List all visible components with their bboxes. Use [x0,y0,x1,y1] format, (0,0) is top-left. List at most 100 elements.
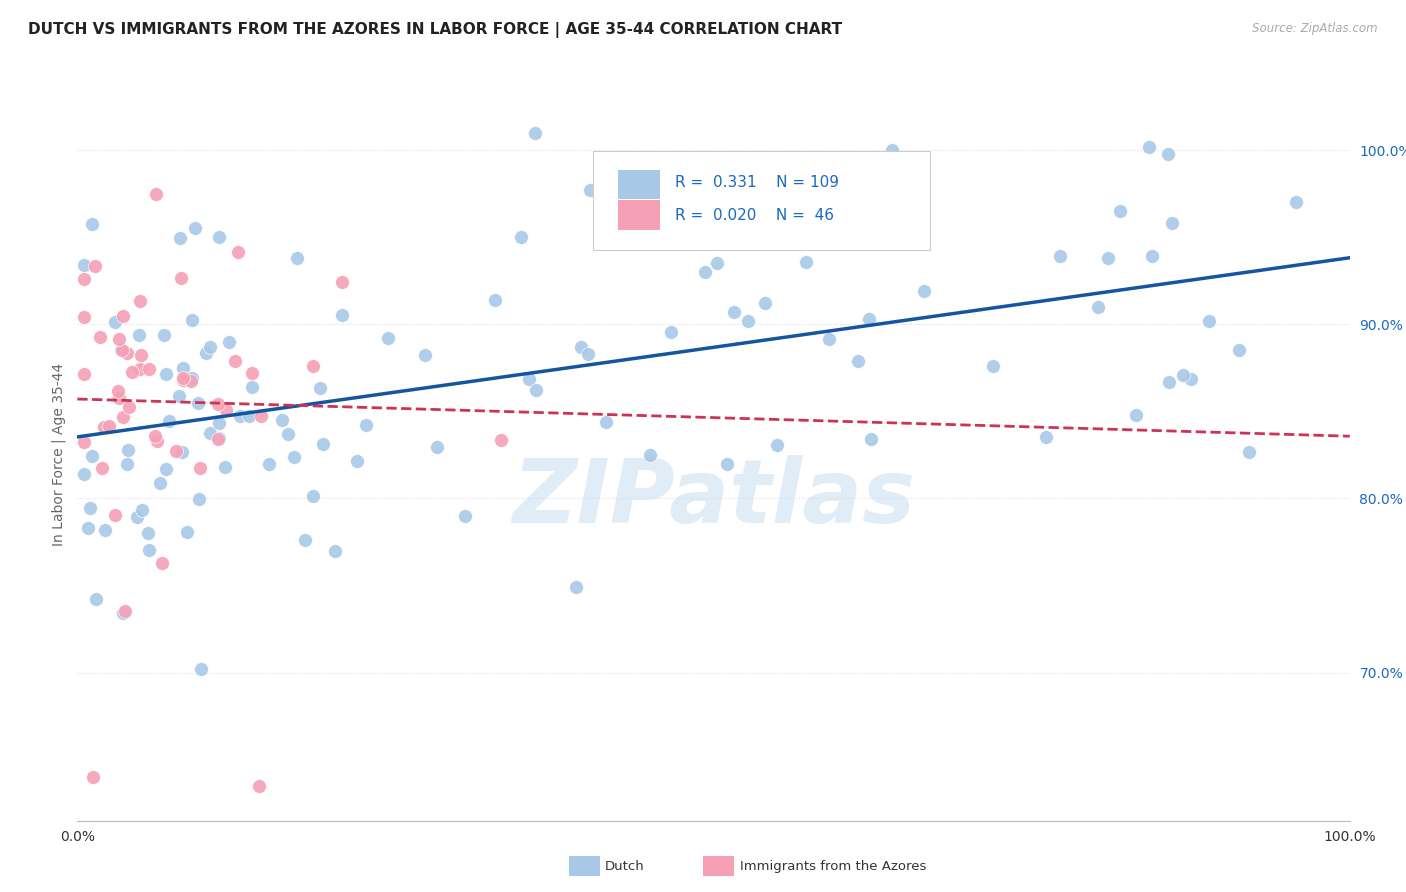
Point [413,348,436,362]
Point [84,592,107,607]
Point [1180,371,1202,385]
Point [111,309,134,323]
Point [695,265,717,279]
Point [1137,140,1160,154]
Point [97,419,120,434]
Point [108,332,131,346]
Point [180,374,202,388]
FancyBboxPatch shape [619,201,661,229]
Point [1125,409,1147,423]
Point [706,256,728,270]
Point [208,416,231,430]
Point [489,433,512,447]
Point [167,389,190,403]
Point [872,170,894,185]
Text: Source: ZipAtlas.com: Source: ZipAtlas.com [1253,22,1378,36]
Point [912,285,935,299]
Point [128,328,150,343]
Point [172,374,194,388]
Point [1198,314,1220,328]
Point [454,509,477,524]
Point [259,457,281,471]
Point [187,396,209,410]
Point [766,437,789,451]
Point [107,384,129,398]
Point [277,427,299,442]
Point [226,244,249,259]
Point [1097,252,1119,266]
Point [828,229,851,244]
Point [172,445,194,459]
Point [330,308,353,322]
Point [84,259,107,273]
Point [569,340,592,354]
Point [302,489,325,503]
Text: Dutch: Dutch [605,860,644,872]
Point [73,258,96,272]
Point [1171,368,1194,382]
Point [1227,343,1250,357]
Point [111,409,134,424]
Point [519,372,541,386]
Point [165,444,187,458]
FancyBboxPatch shape [619,169,661,199]
Point [80,218,103,232]
Point [240,366,263,380]
Point [170,271,193,285]
Point [115,346,138,360]
Point [131,348,153,362]
Point [1157,375,1180,389]
Point [1035,430,1057,444]
Point [242,380,264,394]
Point [181,313,204,327]
Point [143,429,166,443]
Point [155,461,177,475]
Text: R =  0.331    N = 109: R = 0.331 N = 109 [675,176,839,190]
Y-axis label: In Labor Force | Age 35-44: In Labor Force | Age 35-44 [52,363,66,547]
Point [484,293,506,307]
Point [138,362,160,376]
Point [1284,194,1306,209]
Point [73,310,96,325]
Point [157,414,180,428]
Point [377,331,399,345]
Text: DUTCH VS IMMIGRANTS FROM THE AZORES IN LABOR FORCE | AGE 35-44 CORRELATION CHART: DUTCH VS IMMIGRANTS FROM THE AZORES IN L… [28,22,842,38]
Point [285,252,308,266]
Point [247,779,270,793]
Point [138,543,160,558]
Point [659,325,682,339]
Point [1108,204,1130,219]
Point [207,431,229,445]
Point [524,126,547,140]
Point [723,305,745,319]
Point [1157,147,1180,161]
Point [565,580,588,594]
Point [509,230,531,244]
Point [308,381,330,395]
Point [111,343,134,357]
Point [228,409,250,423]
Point [93,523,115,537]
Point [183,221,205,235]
Point [238,409,260,423]
Text: Immigrants from the Azores: Immigrants from the Azores [740,860,927,872]
FancyBboxPatch shape [593,152,929,250]
Point [145,186,167,201]
Point [323,544,346,558]
Point [73,367,96,381]
Point [1140,249,1163,263]
Point [172,360,194,375]
Point [131,503,153,517]
Point [620,204,643,219]
Point [153,327,176,342]
Point [270,412,292,426]
Point [858,311,880,326]
Point [114,604,136,618]
Point [215,403,238,417]
Point [207,432,229,446]
Point [73,467,96,482]
Point [198,340,221,354]
Point [190,460,212,475]
Point [169,231,191,245]
Point [1087,300,1109,314]
